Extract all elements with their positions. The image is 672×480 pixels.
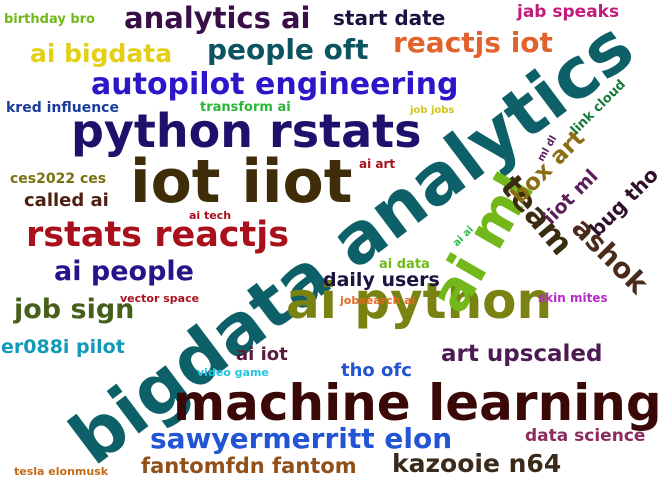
word-art-upscaled: art upscaled — [441, 341, 603, 367]
word-fantomfdn-fantom: fantomfdn fantom — [141, 454, 357, 478]
word-jab-speaks: jab speaks — [517, 2, 620, 22]
word-kred-influence: kred influence — [6, 100, 119, 116]
word-iot-iiot: iot iiot — [130, 147, 353, 217]
word-er088i-pilot: er088i pilot — [1, 336, 125, 358]
word-ai-tech: ai tech — [189, 209, 232, 222]
word-people-oft: people oft — [207, 33, 369, 66]
word-python-rstats: python rstats — [71, 104, 422, 158]
word-jobsearch-ai: jobsearch ai — [340, 294, 416, 307]
word-video-game: video game — [197, 366, 269, 379]
word-ai-iot: ai iot — [236, 344, 288, 365]
word-machine-learning: machine learning — [173, 374, 662, 432]
word-tho-ofc: tho ofc — [341, 360, 412, 381]
word-skin-mites: skin mites — [538, 291, 608, 305]
word-start-date: start date — [333, 6, 446, 30]
word-analytics-ai: analytics ai — [124, 1, 311, 35]
word-ai-bigdata: ai bigdata — [30, 39, 173, 68]
word-ai-people: ai people — [54, 256, 194, 287]
word-ai-data: ai data — [379, 257, 430, 272]
word-data-science: data science — [525, 426, 646, 446]
word-reactjs-iot: reactjs iot — [393, 26, 553, 59]
word-job-jobs: job jobs — [410, 105, 455, 116]
word-tesla-elonmusk: tesla elonmusk — [14, 465, 109, 478]
word-ces2022-ces: ces2022 ces — [10, 171, 107, 187]
word-autopilot-engineering: autopilot engineering — [91, 67, 459, 102]
word-vector-space: vector space — [120, 292, 200, 305]
word-called-ai: called ai — [24, 190, 109, 211]
word-kazooie-n64: kazooie n64 — [392, 449, 562, 478]
word-transform-ai: transform ai — [200, 100, 291, 115]
word-sawyermerritt-elon: sawyermerritt elon — [150, 422, 453, 455]
word-ai-art: ai art — [359, 157, 396, 171]
word-ai-python: ai python — [286, 272, 553, 330]
word-birthday-bro: birthday bro — [4, 12, 95, 27]
word-job-sign: job sign — [14, 294, 135, 325]
word-daily-users: daily users — [323, 269, 440, 291]
word-rstats-reactjs: rstats reactjs — [26, 215, 290, 255]
